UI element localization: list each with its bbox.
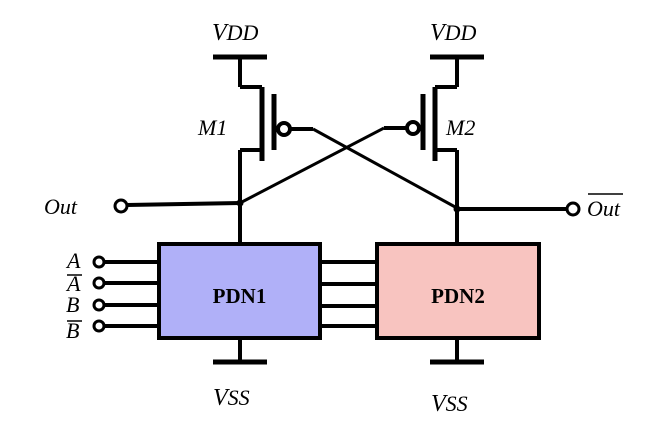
vdd-right: VDD (430, 20, 484, 87)
transistor-m1: M1 (197, 85, 292, 243)
m2-gate-bubble (405, 120, 421, 136)
input-b-label: B (66, 292, 79, 317)
input-a: A (65, 248, 159, 273)
vdd-left-sub: DD (226, 20, 259, 45)
vss-right-base: V (431, 391, 448, 417)
svg-text:VDD: VDD (212, 20, 259, 46)
output-out: Out (44, 194, 244, 219)
vss-left: VSS (213, 338, 267, 411)
svg-text:VSS: VSS (431, 391, 468, 417)
m1-label: M1 (197, 115, 227, 140)
input-a-terminal (92, 255, 106, 269)
vss-left-sub: SS (228, 385, 250, 410)
svg-text:VSS: VSS (213, 385, 250, 411)
vdd-left-base: V (212, 20, 229, 46)
input-b-terminal (92, 298, 106, 312)
input-a-bar-terminal (92, 276, 106, 290)
output-out-bar: Out (453, 193, 623, 221)
out-bar-junction-dot (453, 205, 461, 213)
input-a-label: A (65, 248, 81, 273)
inputs: A A B B (65, 248, 159, 343)
out-bar-label: Out (587, 196, 621, 221)
input-b-bar-terminal (92, 319, 106, 333)
input-b-bar: B (66, 318, 159, 343)
vss-left-base: V (213, 385, 230, 411)
pdn2-rect (375, 242, 541, 340)
vdd-left: VDD (212, 20, 267, 87)
input-a-bar: A (65, 271, 159, 296)
input-b: B (66, 292, 159, 317)
out-junction-dot (236, 199, 244, 207)
out-bar-terminal (565, 201, 581, 217)
pdn1-block: PDN1 (157, 242, 322, 340)
vss-right: VSS (430, 338, 484, 417)
svg-text:VDD: VDD (430, 20, 477, 46)
out-label: Out (44, 194, 78, 219)
m1-gate-bubble (276, 121, 292, 137)
cross-coupling (239, 126, 458, 210)
input-b-bar-label: B (66, 318, 79, 343)
vss-right-sub: SS (446, 391, 468, 416)
pdn1-rect (157, 242, 322, 340)
m2-label: M2 (445, 115, 475, 140)
pdn2-block: PDN2 (375, 242, 541, 340)
vdd-right-base: V (430, 20, 447, 46)
transistor-m2: M2 (405, 85, 475, 243)
pdn2-label: PDN2 (431, 284, 485, 308)
pdn1-label: PDN1 (213, 284, 267, 308)
pdn-interconnect (320, 260, 377, 328)
input-a-bar-label: A (65, 271, 81, 296)
out-terminal (113, 198, 129, 214)
vdd-right-sub: DD (444, 20, 477, 45)
